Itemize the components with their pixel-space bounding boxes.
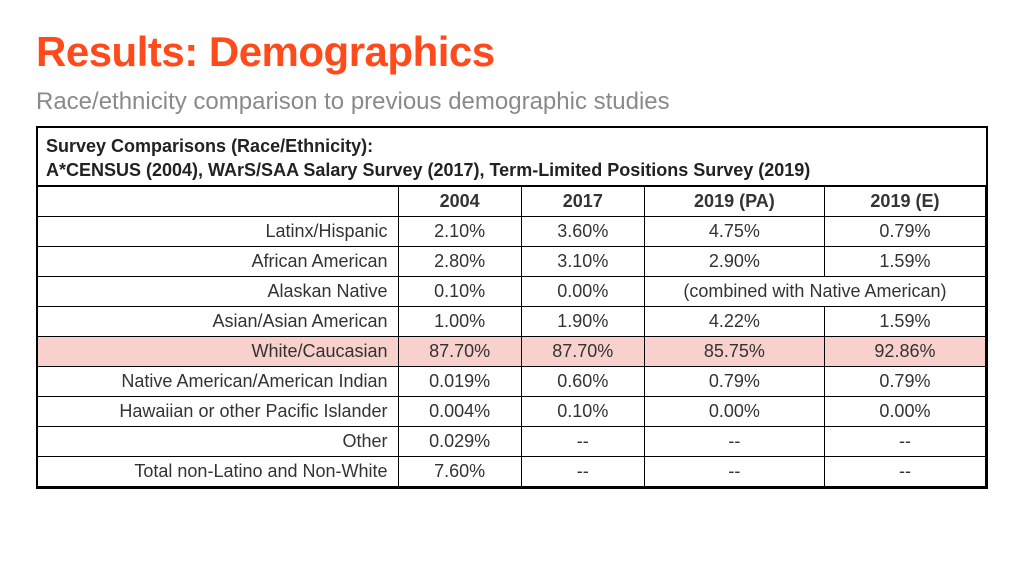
row-label: Hawaiian or other Pacific Islander bbox=[38, 396, 398, 426]
caption-line-1: Survey Comparisons (Race/Ethnicity): bbox=[46, 134, 978, 158]
col-header-empty bbox=[38, 186, 398, 217]
cell-value: 7.60% bbox=[398, 456, 521, 486]
col-header-2019-e: 2019 (E) bbox=[824, 186, 985, 217]
row-label: Latinx/Hispanic bbox=[38, 216, 398, 246]
cell-value: 0.60% bbox=[521, 366, 644, 396]
table-body: Latinx/Hispanic2.10%3.60%4.75%0.79%Afric… bbox=[38, 216, 986, 486]
row-label: African American bbox=[38, 246, 398, 276]
col-header-2017: 2017 bbox=[521, 186, 644, 217]
row-label: Native American/American Indian bbox=[38, 366, 398, 396]
cell-value: 85.75% bbox=[644, 336, 824, 366]
cell-value: 4.75% bbox=[644, 216, 824, 246]
cell-value: 0.019% bbox=[398, 366, 521, 396]
row-label: Other bbox=[38, 426, 398, 456]
cell-value: 0.029% bbox=[398, 426, 521, 456]
caption-line-2: A*CENSUS (2004), WArS/SAA Salary Survey … bbox=[46, 158, 978, 182]
demographics-table-container: Survey Comparisons (Race/Ethnicity): A*C… bbox=[36, 126, 988, 489]
row-label: Alaskan Native bbox=[38, 276, 398, 306]
table-row: Asian/Asian American1.00%1.90%4.22%1.59% bbox=[38, 306, 986, 336]
cell-value: 3.10% bbox=[521, 246, 644, 276]
col-header-2019-pa: 2019 (PA) bbox=[644, 186, 824, 217]
cell-value: 92.86% bbox=[824, 336, 985, 366]
cell-value: 2.90% bbox=[644, 246, 824, 276]
cell-value: -- bbox=[521, 456, 644, 486]
cell-value: 0.00% bbox=[521, 276, 644, 306]
cell-value: 0.004% bbox=[398, 396, 521, 426]
table-row: Other0.029%------ bbox=[38, 426, 986, 456]
cell-value: 2.10% bbox=[398, 216, 521, 246]
demographics-table: 2004 2017 2019 (PA) 2019 (E) Latinx/Hisp… bbox=[38, 185, 986, 487]
table-row: White/Caucasian87.70%87.70%85.75%92.86% bbox=[38, 336, 986, 366]
row-label: Total non-Latino and Non-White bbox=[38, 456, 398, 486]
cell-value: 0.10% bbox=[398, 276, 521, 306]
col-header-2004: 2004 bbox=[398, 186, 521, 217]
cell-value: 0.79% bbox=[824, 366, 985, 396]
cell-value: 1.90% bbox=[521, 306, 644, 336]
cell-value: -- bbox=[521, 426, 644, 456]
cell-value: 0.10% bbox=[521, 396, 644, 426]
cell-value: 2.80% bbox=[398, 246, 521, 276]
cell-value: 87.70% bbox=[398, 336, 521, 366]
cell-value: -- bbox=[644, 426, 824, 456]
cell-value: 1.59% bbox=[824, 246, 985, 276]
page-title: Results: Demographics bbox=[36, 28, 988, 76]
cell-value: -- bbox=[824, 456, 985, 486]
table-header-row: 2004 2017 2019 (PA) 2019 (E) bbox=[38, 186, 986, 217]
cell-merged: (combined with Native American) bbox=[644, 276, 985, 306]
cell-value: 1.59% bbox=[824, 306, 985, 336]
cell-value: 3.60% bbox=[521, 216, 644, 246]
table-row: Native American/American Indian0.019%0.6… bbox=[38, 366, 986, 396]
page-subtitle: Race/ethnicity comparison to previous de… bbox=[36, 88, 988, 116]
table-row: Alaskan Native0.10%0.00%(combined with N… bbox=[38, 276, 986, 306]
table-row: African American2.80%3.10%2.90%1.59% bbox=[38, 246, 986, 276]
cell-value: -- bbox=[824, 426, 985, 456]
table-caption: Survey Comparisons (Race/Ethnicity): A*C… bbox=[38, 128, 986, 185]
row-label: Asian/Asian American bbox=[38, 306, 398, 336]
row-label: White/Caucasian bbox=[38, 336, 398, 366]
cell-value: 0.79% bbox=[824, 216, 985, 246]
cell-value: 0.00% bbox=[644, 396, 824, 426]
cell-value: 1.00% bbox=[398, 306, 521, 336]
table-row: Latinx/Hispanic2.10%3.60%4.75%0.79% bbox=[38, 216, 986, 246]
cell-value: 87.70% bbox=[521, 336, 644, 366]
cell-value: -- bbox=[644, 456, 824, 486]
table-row: Hawaiian or other Pacific Islander0.004%… bbox=[38, 396, 986, 426]
table-row: Total non-Latino and Non-White7.60%-----… bbox=[38, 456, 986, 486]
cell-value: 4.22% bbox=[644, 306, 824, 336]
cell-value: 0.00% bbox=[824, 396, 985, 426]
cell-value: 0.79% bbox=[644, 366, 824, 396]
